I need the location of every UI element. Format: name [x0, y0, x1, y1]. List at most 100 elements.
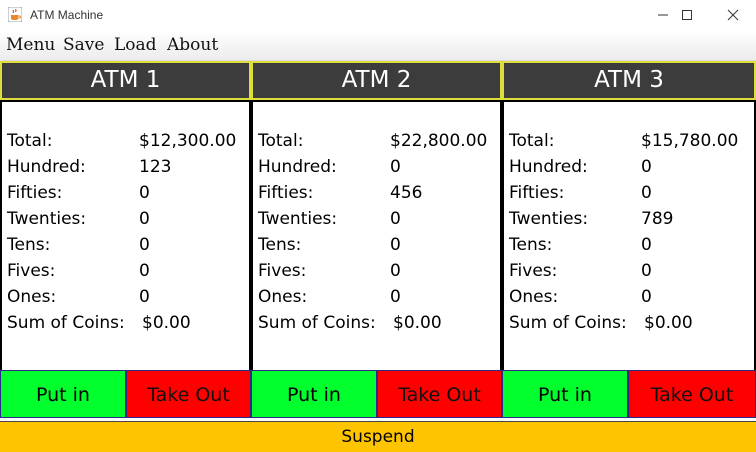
- maximize-icon: [682, 10, 692, 20]
- twenties-label: Twenties:: [7, 209, 87, 229]
- put-in-button[interactable]: Put in: [0, 370, 126, 418]
- ones-row: Ones: 0: [509, 287, 749, 311]
- atm-title: ATM 3: [502, 61, 756, 100]
- fifties-label: Fifties:: [509, 183, 565, 203]
- ones-label: Ones:: [7, 287, 57, 307]
- twenties-row: Twenties: 789: [509, 209, 749, 233]
- total-label: Total:: [258, 131, 304, 151]
- coins-row: Sum of Coins: $0.00: [509, 313, 749, 337]
- tens-row: Tens: 0: [258, 235, 498, 259]
- twenties-label: Twenties:: [258, 209, 338, 229]
- window-title: ATM Machine: [30, 8, 104, 22]
- coins-label: Sum of Coins:: [7, 313, 125, 333]
- atm-title: ATM 2: [251, 61, 502, 100]
- put-in-button[interactable]: Put in: [251, 370, 377, 418]
- tens-row: Tens: 0: [7, 235, 247, 259]
- twenties-row: Twenties: 0: [7, 209, 247, 233]
- fifties-value: 0: [139, 183, 150, 203]
- hundred-row: Hundred: 0: [258, 157, 498, 181]
- atm-panel: ATM 3 Total: $15,780.00 Hundred: 0 Fifties…: [502, 61, 756, 421]
- fifties-value: 0: [641, 183, 652, 203]
- tens-value: 0: [139, 235, 150, 255]
- tens-label: Tens:: [7, 235, 51, 255]
- fifties-value: 456: [390, 183, 423, 203]
- fives-label: Fives:: [509, 261, 558, 281]
- total-row: Total: $12,300.00: [7, 131, 247, 155]
- twenties-value: 0: [139, 209, 150, 229]
- fives-value: 0: [641, 261, 652, 281]
- total-row: Total: $22,800.00: [258, 131, 498, 155]
- take-out-button[interactable]: Take Out: [126, 370, 251, 418]
- coins-row: Sum of Coins: $0.00: [258, 313, 498, 337]
- total-label: Total:: [7, 131, 53, 151]
- total-label: Total:: [509, 131, 555, 151]
- fives-row: Fives: 0: [7, 261, 247, 285]
- take-out-button[interactable]: Take Out: [377, 370, 502, 418]
- hundred-label: Hundred:: [509, 157, 588, 177]
- total-value: $22,800.00: [390, 131, 488, 151]
- close-icon: [727, 9, 739, 21]
- tens-value: 0: [641, 235, 652, 255]
- tens-row: Tens: 0: [509, 235, 749, 259]
- coins-label: Sum of Coins:: [258, 313, 376, 333]
- tens-label: Tens:: [509, 235, 553, 255]
- minimize-button[interactable]: [640, 0, 686, 30]
- coins-value: $0.00: [393, 313, 442, 333]
- coins-row: Sum of Coins: $0.00: [7, 313, 247, 337]
- atm-title: ATM 1: [0, 61, 251, 100]
- title-bar: ATM Machine: [0, 0, 756, 30]
- twenties-value: 0: [390, 209, 401, 229]
- fifties-row: Fifties: 0: [509, 183, 749, 207]
- menu-load[interactable]: Load: [114, 35, 157, 55]
- maximize-button[interactable]: [664, 0, 710, 30]
- menu-bar: Menu Save Load About: [0, 30, 756, 61]
- hundred-value: 0: [641, 157, 652, 177]
- menu-menu[interactable]: Menu: [6, 35, 56, 55]
- menu-save[interactable]: Save: [63, 35, 105, 55]
- java-cup-icon: [8, 7, 22, 22]
- coins-label: Sum of Coins:: [509, 313, 627, 333]
- fifties-row: Fifties: 0: [7, 183, 247, 207]
- menu-about[interactable]: About: [167, 35, 219, 55]
- hundred-row: Hundred: 0: [509, 157, 749, 181]
- total-value: $12,300.00: [139, 131, 237, 151]
- fives-value: 0: [139, 261, 150, 281]
- tens-value: 0: [390, 235, 401, 255]
- hundred-label: Hundred:: [7, 157, 86, 177]
- atm-panel: ATM 2 Total: $22,800.00 Hundred: 0 Fifties…: [251, 61, 502, 421]
- fifties-row: Fifties: 456: [258, 183, 498, 207]
- ones-label: Ones:: [509, 287, 559, 307]
- fifties-label: Fifties:: [7, 183, 63, 203]
- ones-row: Ones: 0: [258, 287, 498, 311]
- fives-row: Fives: 0: [258, 261, 498, 285]
- hundred-value: 0: [390, 157, 401, 177]
- atm-panel: ATM 1 Total: $12,300.00 Hundred: 123 Fifti…: [0, 61, 251, 421]
- tens-label: Tens:: [258, 235, 302, 255]
- coins-value: $0.00: [142, 313, 191, 333]
- hundred-row: Hundred: 123: [7, 157, 247, 181]
- take-out-button[interactable]: Take Out: [628, 370, 756, 418]
- ones-label: Ones:: [258, 287, 308, 307]
- twenties-row: Twenties: 0: [258, 209, 498, 233]
- total-row: Total: $15,780.00: [509, 131, 749, 155]
- ones-value: 0: [139, 287, 150, 307]
- ones-value: 0: [390, 287, 401, 307]
- hundred-label: Hundred:: [258, 157, 337, 177]
- hundred-value: 123: [139, 157, 172, 177]
- ones-row: Ones: 0: [7, 287, 247, 311]
- fives-label: Fives:: [258, 261, 307, 281]
- put-in-button[interactable]: Put in: [502, 370, 628, 418]
- ones-value: 0: [641, 287, 652, 307]
- twenties-value: 789: [641, 209, 674, 229]
- fives-label: Fives:: [7, 261, 56, 281]
- fives-value: 0: [390, 261, 401, 281]
- atm-details: Total: $12,300.00 Hundred: 123 Fifties: 0 T…: [0, 100, 251, 372]
- total-value: $15,780.00: [641, 131, 739, 151]
- coins-value: $0.00: [644, 313, 693, 333]
- atm-details: Total: $22,800.00 Hundred: 0 Fifties: 456 T…: [251, 100, 502, 372]
- minimize-icon: [658, 14, 668, 16]
- twenties-label: Twenties:: [509, 209, 589, 229]
- fives-row: Fives: 0: [509, 261, 749, 285]
- suspend-button[interactable]: Suspend: [0, 421, 756, 452]
- close-button[interactable]: [710, 0, 756, 30]
